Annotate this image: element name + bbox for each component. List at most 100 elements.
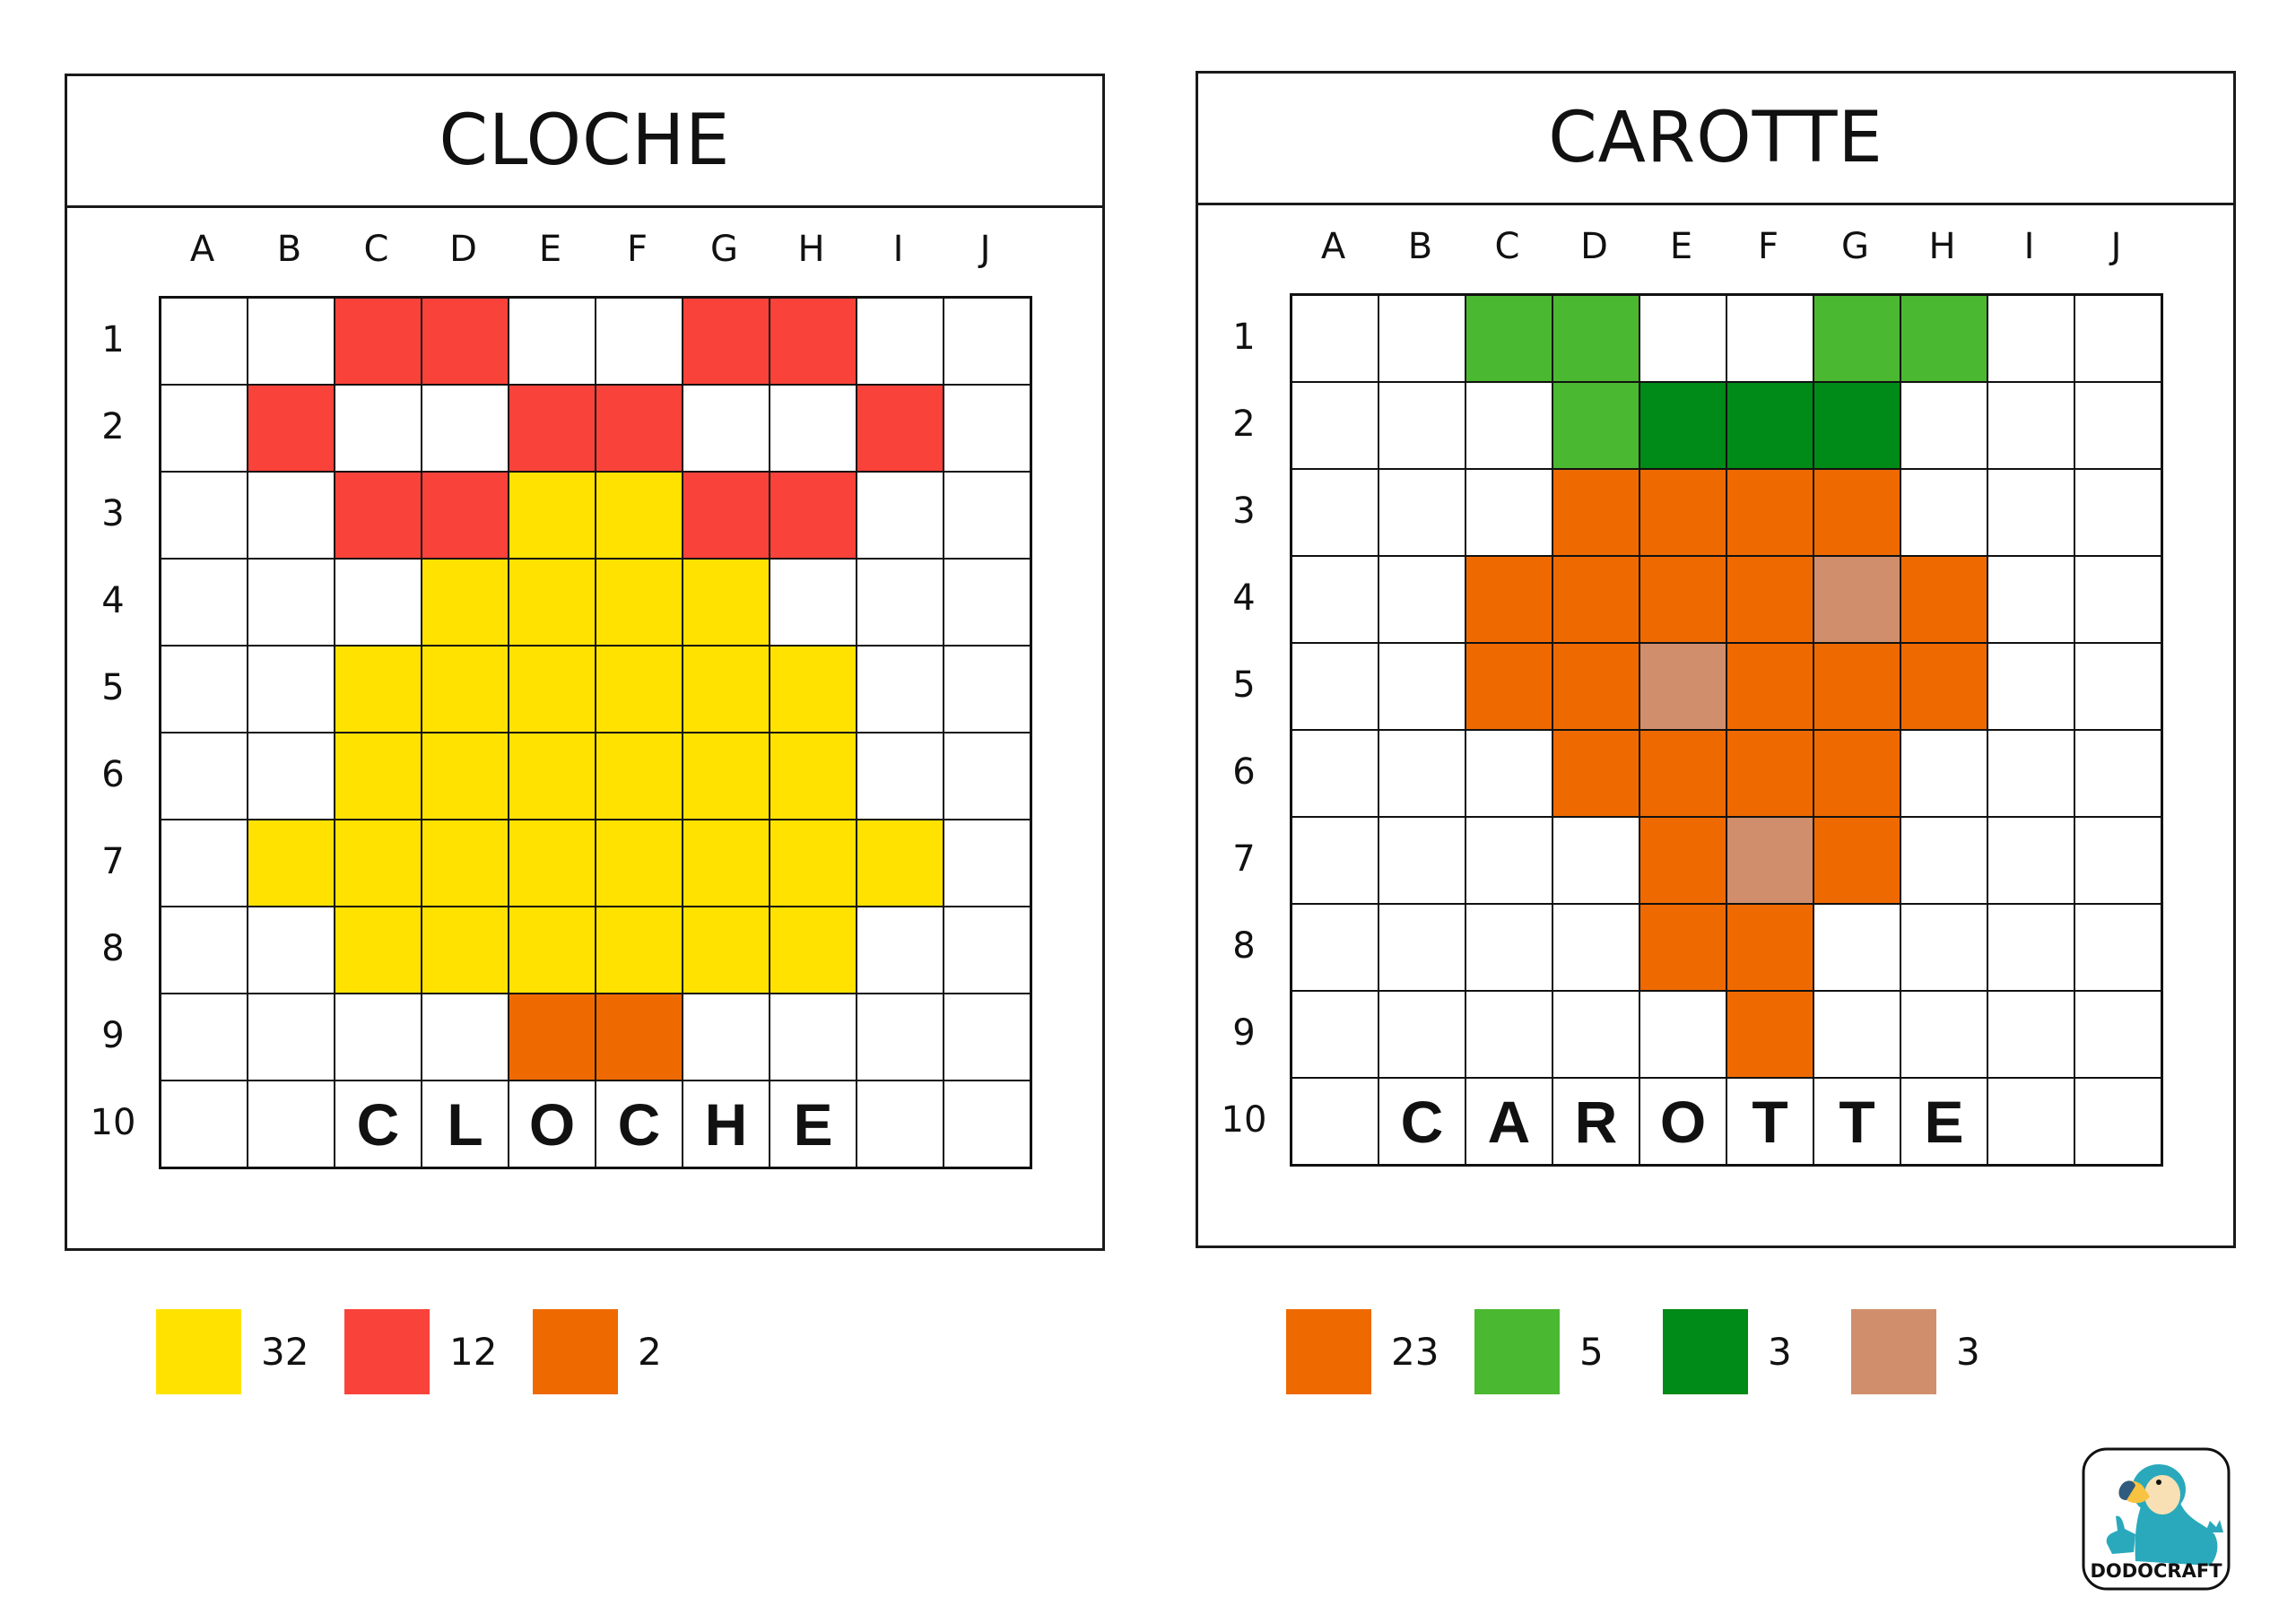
grid-cell-A6: [160, 732, 248, 820]
grid-cell-D4: [421, 558, 509, 647]
grid-cell-C4: [1465, 555, 1553, 644]
grid-cell-J9: [943, 993, 1031, 1081]
row-label: 4: [1232, 577, 1256, 619]
grid-cell-I1: [856, 297, 944, 386]
column-label: I: [2023, 226, 2035, 267]
grid-cell-E7: [508, 819, 596, 907]
grid-cell-B6: [247, 732, 335, 820]
grid-cell-I2: [856, 384, 944, 473]
grid-cell-G8: [682, 906, 770, 994]
grid-cell-F8: [595, 906, 683, 994]
grid-cell-B2: [247, 384, 335, 473]
grid-cell-F9: [595, 993, 683, 1081]
grid-cell-E4: [1639, 555, 1727, 644]
color-swatch: [344, 1309, 430, 1394]
grid-cell-G2: [682, 384, 770, 473]
grid-cell-I8: [856, 906, 944, 994]
grid-cell-H4: [769, 558, 857, 647]
grid-cell-D10: R: [1552, 1077, 1640, 1166]
column-label: F: [1757, 226, 1779, 267]
grid-cell-B5: [247, 645, 335, 733]
grid-cell-A8: [1291, 903, 1379, 992]
legend-count: 23: [1391, 1330, 1439, 1374]
grid-cell-D1: [421, 297, 509, 386]
grid-cell-H5: [1900, 642, 1988, 731]
grid-cell-G4: [1813, 555, 1901, 644]
grid-cell-E8: [1639, 903, 1727, 992]
grid-cell-C9: [1465, 990, 1553, 1079]
grid-cell-H5: [769, 645, 857, 733]
row-label: 8: [101, 927, 125, 969]
grid-cell-C3: [334, 471, 422, 560]
grid-cell-E6: [508, 732, 596, 820]
column-label: D: [449, 229, 477, 270]
grid-cell-A9: [1291, 990, 1379, 1079]
grid-cell-I2: [1987, 381, 2075, 470]
grid-cell-G1: [682, 297, 770, 386]
grid-cell-C3: [1465, 468, 1553, 557]
grid-cell-D3: [1552, 468, 1640, 557]
grid-cell-C7: [334, 819, 422, 907]
legend-item: 5: [1474, 1309, 1633, 1394]
grid-cell-G5: [682, 645, 770, 733]
grid-cell-J6: [2074, 729, 2162, 818]
grid-cell-I7: [856, 819, 944, 907]
grid-cell-F6: [1726, 729, 1814, 818]
grid-cell-F1: [595, 297, 683, 386]
grid-cell-E7: [1639, 816, 1727, 905]
grid-cell-B1: [1378, 294, 1466, 383]
grid-cell-C5: [1465, 642, 1553, 731]
grid-cell-H3: [769, 471, 857, 560]
grid-cell-H10: E: [1900, 1077, 1988, 1166]
grid-cell-J10: [2074, 1077, 2162, 1166]
grid-cell-G2: [1813, 381, 1901, 470]
grid-cell-H7: [1900, 816, 1988, 905]
grid-cell-G6: [682, 732, 770, 820]
grid-cell-B9: [1378, 990, 1466, 1079]
column-label: A: [189, 229, 215, 270]
logo-text: DODOCRAFT: [2090, 1560, 2222, 1582]
grid-cell-A6: [1291, 729, 1379, 818]
grid-cell-B10: C: [1378, 1077, 1466, 1166]
grid-cell-F8: [1726, 903, 1814, 992]
row-label: 10: [90, 1101, 136, 1143]
grid-cell-J9: [2074, 990, 2162, 1079]
grid-cell-D7: [421, 819, 509, 907]
grid-cell-A8: [160, 906, 248, 994]
column-label: D: [1580, 226, 1608, 267]
grid-cell-G9: [1813, 990, 1901, 1079]
grid-cell-E1: [508, 297, 596, 386]
row-label: 6: [1232, 751, 1256, 793]
grid-cell-C4: [334, 558, 422, 647]
grid-cell-G1: [1813, 294, 1901, 383]
column-label: C: [1494, 226, 1520, 267]
grid-cell-C2: [1465, 381, 1553, 470]
grid-cell-E5: [1639, 642, 1727, 731]
grid-cell-H8: [1900, 903, 1988, 992]
grid-cell-A7: [160, 819, 248, 907]
grid-cell-E9: [1639, 990, 1727, 1079]
grid-cell-I3: [856, 471, 944, 560]
grid-cell-F7: [595, 819, 683, 907]
grid-cell-C10: C: [334, 1080, 422, 1168]
row-headers: 1 2 3 4 5 6 7 8 9 10: [67, 296, 159, 1166]
column-label: G: [710, 229, 738, 270]
column-label: A: [1320, 226, 1346, 267]
legend-count: 12: [449, 1330, 498, 1374]
grid-cell-H10: E: [769, 1080, 857, 1168]
grid-cell-D5: [1552, 642, 1640, 731]
grid-cell-B1: [247, 297, 335, 386]
grid-cell-J4: [943, 558, 1031, 647]
grid-cell-A5: [160, 645, 248, 733]
column-label: B: [1407, 226, 1433, 267]
grid-cell-C8: [334, 906, 422, 994]
puzzle-title: CLOCHE: [67, 76, 1102, 208]
dodocraft-logo: DODOCRAFT: [2080, 1445, 2232, 1593]
grid-cell-F3: [595, 471, 683, 560]
row-label: 7: [1232, 838, 1256, 880]
column-label: E: [538, 229, 562, 270]
color-swatch: [1474, 1309, 1560, 1394]
